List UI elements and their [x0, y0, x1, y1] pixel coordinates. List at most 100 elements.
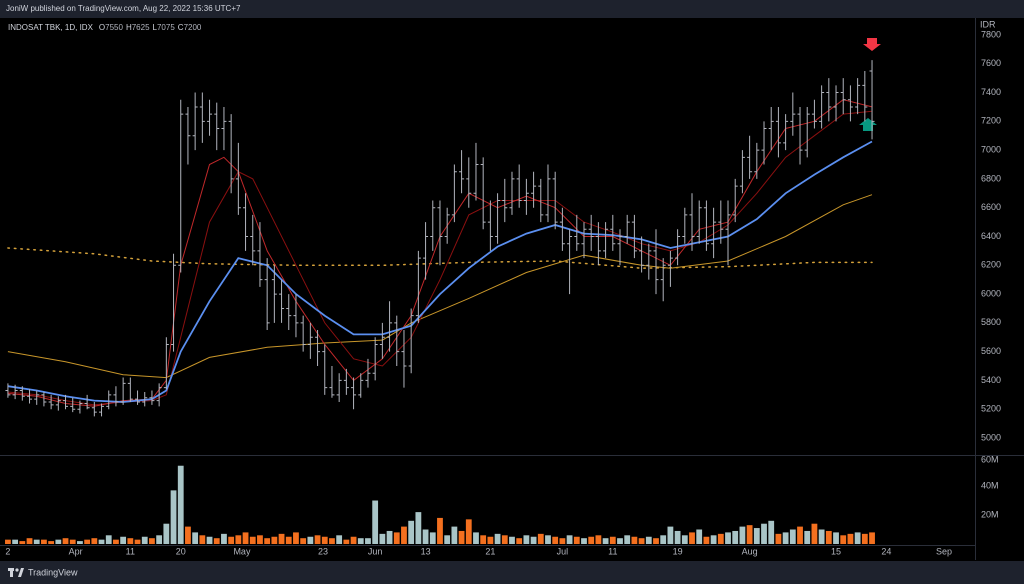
ohlc-bar [199, 92, 205, 143]
ohlc-bar [430, 200, 436, 251]
volume-bar [84, 539, 91, 544]
legend-key: L [153, 23, 158, 32]
volume-bar [530, 536, 537, 544]
volume-bar [69, 539, 76, 544]
volume-bar [833, 532, 839, 544]
volume-bar [602, 538, 609, 544]
volume-bar [141, 536, 148, 544]
volume-bar [113, 539, 119, 544]
volume-bar [429, 532, 436, 544]
volume-bar [199, 535, 206, 544]
ohlc-bar [689, 193, 695, 251]
ohlc-bar [725, 200, 731, 266]
volume-bar [473, 532, 479, 544]
volume-bar [847, 533, 854, 544]
ohlc-bar [379, 322, 385, 359]
volume-bar [185, 526, 191, 544]
volume-bar [26, 538, 33, 544]
y-tick-label: 7200 [981, 116, 1001, 126]
volume-bar [753, 528, 760, 544]
ohlc-bar [408, 308, 414, 374]
volume-bar [696, 529, 703, 544]
ohlc-bar [19, 386, 25, 401]
y-tick-label: 7600 [981, 58, 1001, 68]
chart-legend: INDOSAT TBK, 1D, IDX O7550 H7625 L7075 C7200 [8, 23, 202, 32]
volume-bar [134, 539, 141, 544]
volume-bar [804, 530, 811, 544]
x-tick-label: 11 [608, 546, 617, 556]
ohlc-bar [523, 178, 529, 215]
ohlc-bar [610, 214, 616, 251]
volume-bar [509, 536, 515, 544]
ohlc-bar [696, 200, 702, 244]
ohlc-bar [833, 85, 839, 122]
volume-bar [645, 536, 652, 544]
volume-bar [667, 526, 674, 544]
volume-bar [595, 535, 602, 544]
volume-bar [329, 538, 335, 544]
footer-logo: TradingView [28, 567, 78, 577]
volume-bar [775, 533, 782, 544]
volume-bar [465, 519, 472, 544]
ohlc-bar [473, 142, 479, 201]
volume-bar [120, 536, 127, 544]
legend-value: 7075 [157, 23, 175, 32]
volume-bar [746, 525, 753, 544]
ohlc-bar [783, 114, 789, 151]
y-tick-label: 6200 [981, 260, 1001, 270]
ohlc-bar [351, 377, 357, 410]
volume-bar [321, 536, 328, 544]
x-tick-label: Sep [936, 546, 952, 556]
x-tick-label: Jul [557, 546, 569, 556]
volume-bar [415, 512, 422, 544]
volume-bar [789, 529, 796, 544]
volume-bar [631, 536, 638, 544]
volume-bar [674, 530, 681, 544]
ohlc-bar [221, 106, 227, 151]
ohlc-bar [127, 377, 133, 403]
y-tick-label: 5400 [981, 375, 1001, 385]
volume-tick-label: 20M [981, 509, 999, 519]
header-bar [0, 0, 1024, 18]
ohlc-bar [653, 229, 659, 295]
volume-bar [854, 532, 861, 544]
volume-bar [77, 541, 83, 544]
volume-bar [264, 538, 271, 544]
ohlc-bar [538, 178, 544, 223]
y-tick-label: 5800 [981, 317, 1001, 327]
x-tick-label: 15 [831, 546, 841, 556]
ohlc-bar [545, 164, 551, 223]
volume-bar [703, 536, 710, 544]
volume-bar [732, 530, 739, 544]
volume-bar [278, 533, 285, 544]
ohlc-bar [84, 394, 90, 410]
ohlc-bar [106, 390, 112, 410]
volume-bar [523, 535, 530, 544]
ohlc-bar [732, 178, 738, 223]
ohlc-bar [257, 222, 263, 287]
volume-bar [285, 536, 292, 544]
ohlc-bar [531, 171, 537, 208]
ohlc-bar [307, 322, 313, 359]
volume-bar [573, 536, 580, 544]
volume-bar [609, 536, 616, 544]
ohlc-bar [156, 383, 162, 407]
volume-bar [379, 533, 386, 544]
y-tick-label: 6000 [981, 288, 1001, 298]
ohlc-bar [595, 222, 601, 266]
volume-bar [782, 532, 789, 544]
volume-bar [62, 538, 69, 544]
ohlc-bar [214, 102, 220, 151]
volume-bar [235, 535, 242, 544]
ohlc-bar [826, 78, 832, 122]
volume-bar [581, 538, 587, 544]
volume-bar [408, 520, 415, 544]
volume-bar [300, 538, 307, 544]
ohlc-bar [55, 396, 61, 411]
ohlc-bar [567, 229, 573, 295]
volume-bar [501, 535, 508, 544]
ohlc-bar [387, 301, 393, 352]
volume-bar [552, 536, 559, 544]
ohlc-bar [163, 337, 169, 390]
volume-bar [91, 538, 98, 544]
